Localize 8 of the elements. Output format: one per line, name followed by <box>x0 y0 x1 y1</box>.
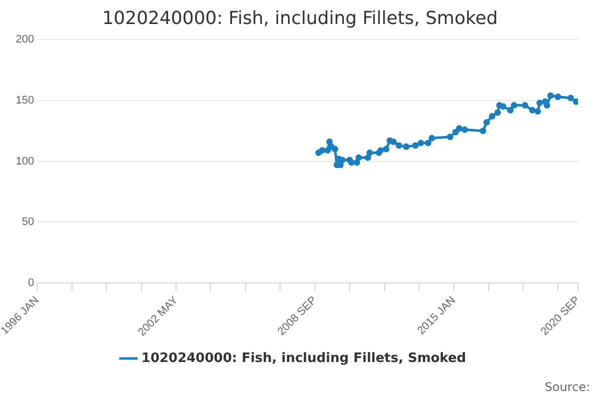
y-tick-label: 200 <box>16 34 34 46</box>
legend-label: 1020240000: Fish, including Fillets, Smoked <box>141 350 466 366</box>
y-tick-label: 0 <box>28 276 34 289</box>
y-tick-label: 50 <box>22 216 34 228</box>
source-note: Source: <box>544 380 590 394</box>
y-tick-label: 100 <box>16 155 34 168</box>
y-tick-label: 150 <box>16 94 34 106</box>
chart-title: 1020240000: Fish, including Fillets, Smoked <box>101 8 499 29</box>
